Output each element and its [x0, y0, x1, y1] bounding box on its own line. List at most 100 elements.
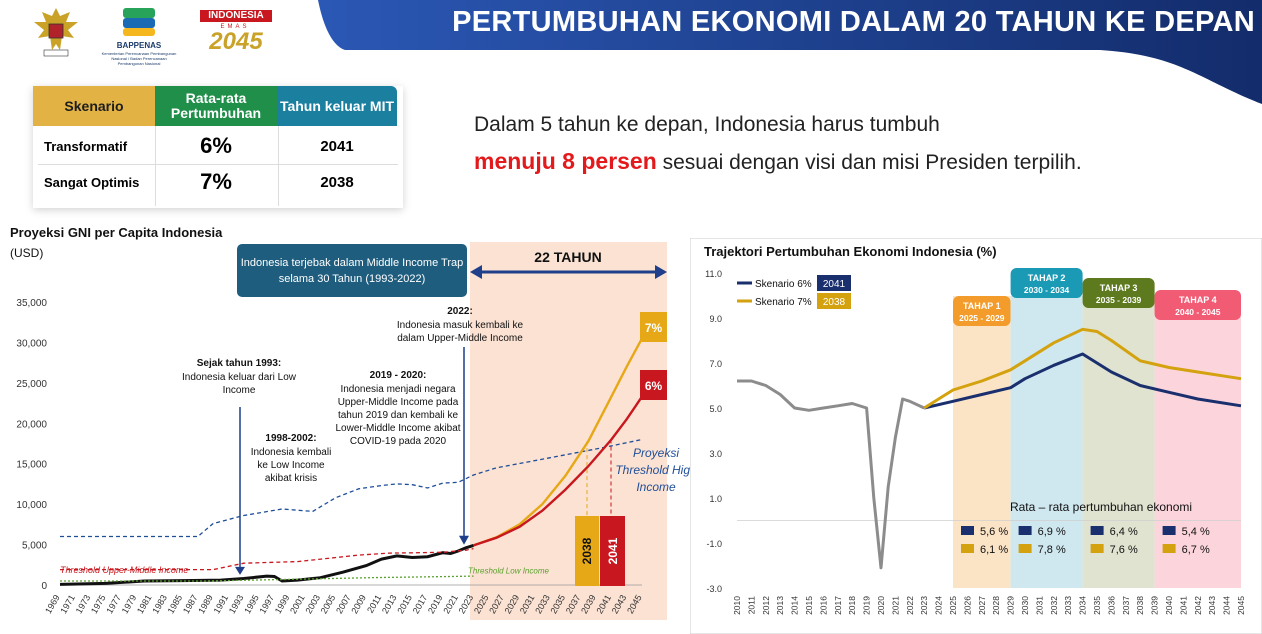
table-cell-year: 2041: [320, 137, 354, 155]
annotation-2019-text: Lower-Middle Income akibat: [335, 423, 460, 434]
x-tick-label: 1973: [74, 593, 93, 615]
intro-highlight: menuju 8 persen: [474, 148, 657, 174]
x-tick-label: 2013: [380, 593, 399, 615]
x-tick-label: 1995: [242, 593, 261, 615]
annotation-2019-text: Indonesia menjadi negara: [340, 384, 456, 395]
x-tick-label: 2045: [1236, 596, 1246, 615]
x-tick-label: 2022: [905, 596, 915, 615]
phase-avg6-swatch: [1162, 526, 1176, 535]
y-tick-label: 35,000: [16, 298, 47, 309]
phase-avg7-swatch: [961, 544, 974, 553]
x-tick-label: 2032: [1049, 596, 1059, 615]
x-tick-label: 2040: [1164, 596, 1174, 615]
y-tick-label: 1.0: [709, 494, 722, 504]
x-tick-label: 2028: [991, 596, 1001, 615]
x-tick-label: 2033: [1063, 596, 1073, 615]
phase-label: TAHAP 1: [963, 301, 1001, 311]
y-tick-label: 10,000: [16, 500, 47, 511]
y-tick-label: 30,000: [16, 338, 47, 349]
legend-badge-label: 2041: [823, 279, 846, 290]
exit-7-label: 2038: [580, 537, 594, 564]
y-tick-label: 15,000: [16, 460, 47, 471]
phase-badge: [953, 296, 1011, 326]
phase-label: TAHAP 2: [1028, 273, 1066, 283]
phase-band: [953, 296, 1011, 588]
phase-label: TAHAP 3: [1100, 283, 1138, 293]
phase-avg6: 6,9 %: [1038, 526, 1066, 538]
x-tick-label: 2038: [1135, 596, 1145, 615]
x-tick-label: 2011: [746, 596, 756, 615]
legend-badge: [817, 293, 851, 309]
proj-7-label: 7%: [645, 321, 663, 335]
page-title: PERTUMBUHAN EKONOMI DALAM 20 TAHUN KE DE…: [452, 6, 1255, 38]
x-tick-label: 1975: [89, 593, 108, 615]
x-tick-label: 2044: [1222, 596, 1232, 615]
x-tick-label: 2023: [919, 596, 929, 615]
y-tick-label: 5,000: [22, 541, 47, 552]
table-header-scenario: Skenario: [33, 86, 155, 126]
x-tick-label: 2021: [890, 596, 900, 615]
y-tick-label: 0: [41, 581, 47, 592]
span-arrow-left: [470, 265, 482, 279]
annotation-1993-head: Sejak tahun 1993:: [197, 358, 281, 369]
y-tick-label: -3.0: [706, 584, 722, 594]
y-tick-label: 3.0: [709, 449, 722, 459]
legend-badge-label: 2038: [823, 297, 846, 308]
annotation-1993-text: Indonesia keluar dari Low: [182, 372, 297, 383]
y-tick-label: 20,000: [16, 419, 47, 430]
series-line-threshold_upper_middle: [60, 547, 474, 571]
threshold-low-label: Threshold Low Income: [468, 566, 549, 575]
x-tick-label: 1981: [135, 593, 154, 615]
annotation-2019-text: tahun 2019 dan kembali ke: [338, 410, 459, 421]
projection-region: [470, 242, 667, 620]
x-tick-label: 1989: [196, 593, 215, 615]
phase-range: 2030 - 2034: [1024, 285, 1070, 295]
x-tick-label: 2018: [847, 596, 857, 615]
phase-badge: [1010, 268, 1083, 298]
bappenas-label: BAPPENAS: [116, 41, 162, 50]
phase-avg7: 7,6 %: [1110, 544, 1138, 556]
exit-6-label: 2041: [606, 537, 620, 564]
x-tick-label: 2039: [1150, 596, 1160, 615]
gni-chart: Proyeksi GNI per Capita Indonesia (USD) 35…: [10, 225, 690, 620]
x-tick-label: 1977: [104, 593, 123, 615]
avg-title: Rata – rata pertumbuhan ekonomi: [1010, 500, 1192, 514]
phase-range: 2035 - 2039: [1096, 295, 1142, 305]
threshold-high-label: Threshold High: [615, 463, 690, 477]
x-tick-label: 2021: [441, 593, 460, 615]
x-tick-label: 1971: [58, 593, 77, 615]
annotation-1998-text: Indonesia kembali: [251, 447, 332, 458]
phase-avg7-swatch: [1018, 544, 1032, 553]
table-header-mit: Tahun keluar MIT: [277, 86, 397, 126]
x-tick-label: 1969: [43, 593, 62, 615]
table-column-divider: [155, 126, 279, 206]
y-tick-label: 5.0: [709, 404, 722, 414]
series-line: [923, 352, 1242, 410]
table-cell-growth: 6%: [200, 133, 232, 158]
annotation-2022-arrowhead: [459, 535, 469, 545]
x-tick-label: 2015: [395, 593, 414, 615]
x-tick-label: 2005: [319, 593, 338, 615]
x-tick-label: 2015: [804, 596, 814, 615]
x-tick-label: 2003: [303, 593, 322, 615]
proj-6-marker: [640, 370, 667, 400]
x-tick-label: 2025: [948, 596, 958, 615]
x-tick-label: 2024: [934, 596, 944, 615]
series-line-threshold_high_income: [60, 438, 643, 538]
trap-box: [237, 244, 467, 297]
x-tick-label: 2020: [876, 596, 886, 615]
legend-badge: [817, 275, 851, 291]
phase-avg7-swatch: [1090, 544, 1104, 553]
indonesia-emas-2045-logo-icon: 2045: [209, 28, 263, 55]
x-tick-label: 2035: [1092, 596, 1102, 615]
y-tick-label: -1.0: [706, 539, 722, 549]
proj-6-label: 6%: [645, 379, 663, 393]
phase-badge: [1154, 290, 1241, 320]
phase-avg7: 6,1 %: [980, 544, 1008, 556]
table-cell-scenario: Transformatif: [44, 138, 128, 154]
x-tick-label: 1993: [227, 593, 246, 615]
x-tick-label: 1979: [120, 593, 139, 615]
garuda-emblem-icon: [34, 8, 78, 57]
x-tick-label: 2030: [1020, 596, 1030, 615]
legend-label: Skenario 6%: [755, 279, 812, 290]
